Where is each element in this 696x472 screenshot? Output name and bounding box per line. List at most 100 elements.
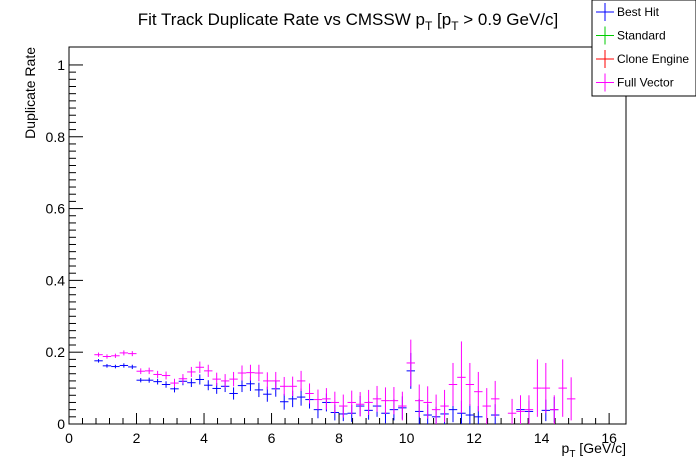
data-point bbox=[431, 394, 441, 424]
data-point bbox=[279, 393, 289, 410]
legend-label: Clone Engine bbox=[617, 52, 689, 66]
data-point bbox=[415, 384, 424, 417]
data-point bbox=[102, 354, 112, 359]
data-point bbox=[533, 359, 542, 417]
data-point bbox=[254, 364, 264, 382]
data-point bbox=[279, 376, 289, 396]
data-point bbox=[516, 395, 525, 424]
data-point bbox=[119, 350, 129, 356]
y-tick-label: 0.6 bbox=[46, 201, 66, 217]
x-tick-label: 6 bbox=[268, 430, 276, 446]
legend-entry: Best Hit bbox=[596, 3, 660, 21]
y-tick-label: 0.2 bbox=[46, 344, 66, 360]
data-point bbox=[524, 395, 534, 424]
x-tick-label: 0 bbox=[65, 430, 73, 446]
y-tick-label: 0.8 bbox=[46, 129, 66, 145]
data-point bbox=[111, 364, 120, 369]
legend-label: Full Vector bbox=[617, 76, 674, 90]
data-point bbox=[288, 376, 297, 396]
x-axis-ticks: 0 2 4 6 8 10 12 14 16 bbox=[65, 413, 617, 446]
data-point bbox=[558, 359, 567, 417]
data-point bbox=[389, 387, 399, 415]
data-point bbox=[212, 372, 221, 386]
data-point bbox=[136, 368, 145, 375]
data-point bbox=[296, 388, 306, 406]
data-point bbox=[153, 370, 162, 379]
legend-box bbox=[591, 0, 696, 97]
data-point bbox=[423, 386, 432, 419]
data-point bbox=[457, 341, 466, 414]
data-point bbox=[339, 394, 348, 418]
x-tick-label: 12 bbox=[466, 430, 482, 446]
data-point bbox=[465, 362, 475, 407]
data-point bbox=[144, 367, 154, 375]
data-point bbox=[178, 374, 188, 384]
data-point bbox=[550, 395, 559, 424]
data-point bbox=[237, 379, 247, 393]
data-point bbox=[566, 377, 576, 421]
data-point bbox=[254, 382, 264, 398]
chart-title: Fit Track Duplicate Rate vs CMSSW pT [pT… bbox=[138, 10, 558, 33]
series-full-vector bbox=[94, 339, 576, 424]
x-tick-label: 8 bbox=[335, 430, 343, 446]
legend: Best Hit Standard Clone Engine Full Vector bbox=[591, 0, 696, 97]
data-point bbox=[398, 391, 407, 421]
y-axis-label: Duplicate Rate bbox=[22, 47, 38, 139]
data-point bbox=[347, 390, 356, 415]
data-point bbox=[144, 377, 154, 383]
data-point bbox=[330, 391, 340, 414]
data-point bbox=[102, 364, 112, 368]
data-point bbox=[195, 361, 205, 374]
x-tick-label: 2 bbox=[133, 430, 141, 446]
data-point bbox=[237, 365, 247, 381]
data-point bbox=[474, 371, 483, 412]
legend-label: Best Hit bbox=[617, 5, 660, 19]
data-point bbox=[246, 364, 255, 381]
data-point bbox=[372, 385, 382, 412]
data-point bbox=[305, 383, 314, 404]
y-tick-label: 0.4 bbox=[46, 272, 66, 288]
data-point bbox=[204, 380, 213, 391]
plot-frame bbox=[68, 46, 627, 425]
data-point bbox=[364, 389, 373, 416]
data-point bbox=[128, 364, 137, 370]
data-point bbox=[153, 378, 162, 385]
data-point bbox=[465, 404, 475, 424]
data-point bbox=[263, 372, 272, 390]
y-tick-label: 1 bbox=[57, 57, 65, 73]
data-point bbox=[406, 339, 416, 387]
data-point bbox=[381, 387, 390, 414]
data-point bbox=[229, 371, 238, 387]
x-tick-label: 4 bbox=[200, 430, 208, 446]
data-point bbox=[187, 378, 196, 388]
legend-label: Standard bbox=[617, 29, 666, 43]
data-point bbox=[296, 370, 306, 391]
legend-entry: Clone Engine bbox=[596, 50, 689, 68]
x-tick-label: 16 bbox=[601, 430, 617, 446]
data-point bbox=[229, 387, 238, 400]
data-point bbox=[313, 389, 323, 410]
data-point bbox=[541, 362, 551, 414]
data-point bbox=[440, 389, 449, 423]
data-series bbox=[94, 339, 576, 424]
data-point bbox=[187, 366, 196, 377]
legend-entry: Full Vector bbox=[596, 73, 674, 92]
x-axis-label: pT [GeV/c] bbox=[562, 440, 626, 460]
data-point bbox=[220, 374, 230, 388]
data-point bbox=[322, 388, 331, 410]
data-point bbox=[119, 363, 129, 368]
data-point bbox=[136, 378, 145, 383]
legend-entry: Standard bbox=[596, 26, 666, 45]
x-tick-label: 10 bbox=[399, 430, 415, 446]
data-point bbox=[355, 392, 365, 417]
data-point bbox=[507, 398, 517, 424]
data-point bbox=[170, 378, 179, 388]
data-point bbox=[161, 371, 171, 380]
data-point bbox=[448, 362, 458, 407]
data-point bbox=[482, 388, 491, 424]
data-point bbox=[111, 353, 120, 358]
data-point bbox=[161, 381, 171, 388]
data-point bbox=[490, 380, 500, 417]
